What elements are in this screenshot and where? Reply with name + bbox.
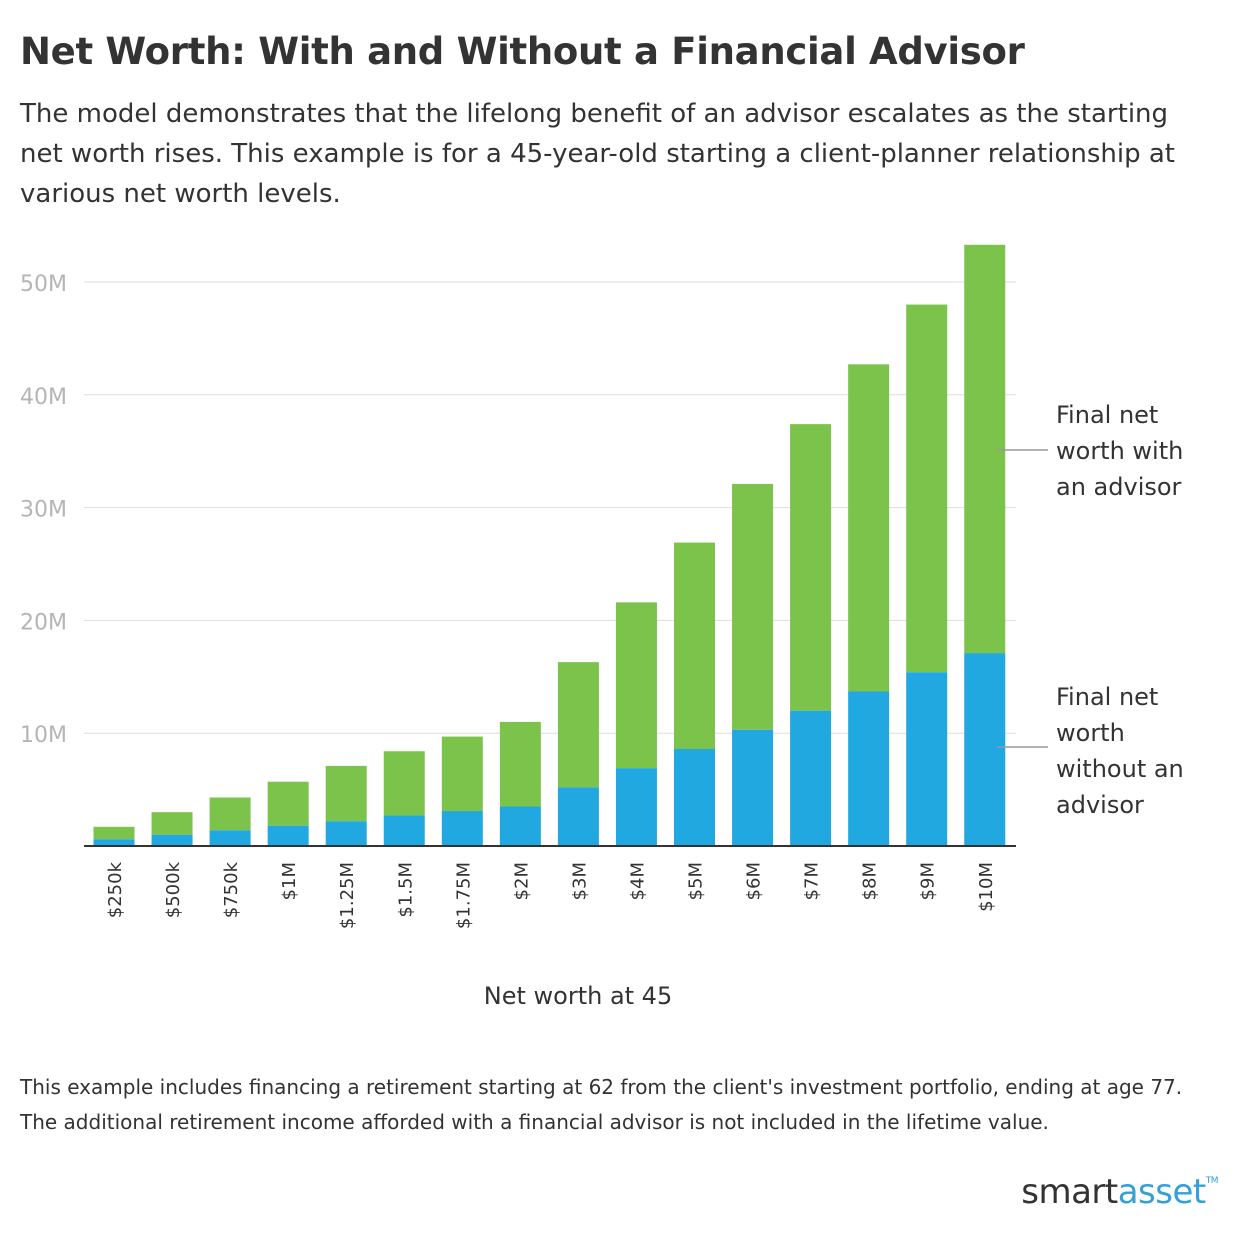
chart-title: Net Worth: With and Without a Financial … xyxy=(20,30,1025,73)
y-tick-label: 10M xyxy=(20,723,67,748)
bar-without-advisor xyxy=(267,825,309,846)
bar-without-advisor xyxy=(325,821,367,846)
x-tick-label: $1M xyxy=(279,862,300,900)
bar-with-advisor xyxy=(499,721,541,807)
bar-with-advisor xyxy=(674,542,715,749)
x-tick-label: $8M xyxy=(860,862,881,900)
bar-without-advisor xyxy=(93,839,135,846)
x-tick-label: $3M xyxy=(569,862,590,900)
bar-with-advisor xyxy=(383,751,425,816)
bar-with-advisor xyxy=(557,662,599,788)
bar-with-advisor xyxy=(615,602,657,769)
x-axis-label: Net worth at 45 xyxy=(484,982,672,1010)
bar-without-advisor xyxy=(848,691,890,846)
bar-without-advisor xyxy=(790,710,832,846)
smartasset-logo: smartassetTM xyxy=(1021,1172,1218,1212)
x-tick-label: $500k xyxy=(163,861,184,918)
y-axis-ticks: 10M 20M 30M 40M 50M xyxy=(20,272,67,748)
bar-without-advisor xyxy=(209,830,251,846)
bar-without-advisor xyxy=(964,653,1006,846)
x-tick-label: $4M xyxy=(627,862,648,900)
y-tick-label: 20M xyxy=(20,610,67,635)
x-tick-label: $5M xyxy=(686,862,707,900)
series-label-text: worth with xyxy=(1056,437,1183,465)
x-tick-label: $9M xyxy=(918,862,939,900)
series-label-text: Final net xyxy=(1056,683,1158,711)
bar-without-advisor xyxy=(615,768,657,846)
x-tick-label: $250k xyxy=(105,861,126,918)
x-tick-label: $2M xyxy=(511,862,532,900)
series-label-text: an advisor xyxy=(1056,473,1182,501)
bar-without-advisor xyxy=(674,748,715,846)
y-tick-label: 40M xyxy=(20,385,67,410)
bars xyxy=(93,244,1006,846)
bar-without-advisor xyxy=(441,811,483,846)
bar-with-advisor xyxy=(848,364,890,692)
x-tick-label: $1.75M xyxy=(453,862,474,929)
bar-with-advisor xyxy=(441,736,483,812)
bar-without-advisor xyxy=(557,787,599,846)
x-tick-label: $750k xyxy=(221,861,242,918)
bar-with-advisor xyxy=(209,797,251,831)
x-tick-label: $1.5M xyxy=(395,862,416,918)
bar-with-advisor xyxy=(325,765,367,822)
bar-without-advisor xyxy=(151,834,193,846)
bar-with-advisor xyxy=(906,304,948,673)
x-tick-label: $7M xyxy=(802,862,823,900)
x-tick-label: $6M xyxy=(744,862,765,900)
series-label-text: Final net xyxy=(1056,401,1158,429)
bar-with-advisor xyxy=(732,483,774,730)
x-tick-label: $10M xyxy=(976,862,997,912)
y-tick-label: 30M xyxy=(20,498,67,523)
bar-with-advisor xyxy=(790,424,832,711)
footnote: This example includes financing a retire… xyxy=(20,1075,1183,1134)
bar-without-advisor xyxy=(499,806,541,846)
bar-without-advisor xyxy=(383,815,425,846)
series-label-text: advisor xyxy=(1056,791,1144,819)
bar-with-advisor xyxy=(151,812,193,835)
bar-with-advisor xyxy=(267,781,309,826)
stacked-bar-chart: 10M 20M 30M 40M 50M $250k $500k $750k $1M $1.25M… xyxy=(20,244,1184,1010)
bar-with-advisor xyxy=(964,244,1006,654)
bar-with-advisor xyxy=(93,826,135,840)
series-label-text: worth xyxy=(1056,719,1125,747)
series-label-text: without an xyxy=(1056,755,1184,783)
x-axis-ticks: $250k $500k $750k $1M $1.25M $1.5M $1.75M $2M $3… xyxy=(105,861,997,929)
x-tick-label: $1.25M xyxy=(337,862,358,929)
bar-without-advisor xyxy=(732,729,774,846)
y-tick-label: 50M xyxy=(20,272,67,297)
series-labels: Final net worth with an advisor Final net wo… xyxy=(997,401,1184,819)
chart-subtitle: The model demonstrates that the lifelong… xyxy=(20,99,1175,209)
bar-without-advisor xyxy=(906,672,948,846)
